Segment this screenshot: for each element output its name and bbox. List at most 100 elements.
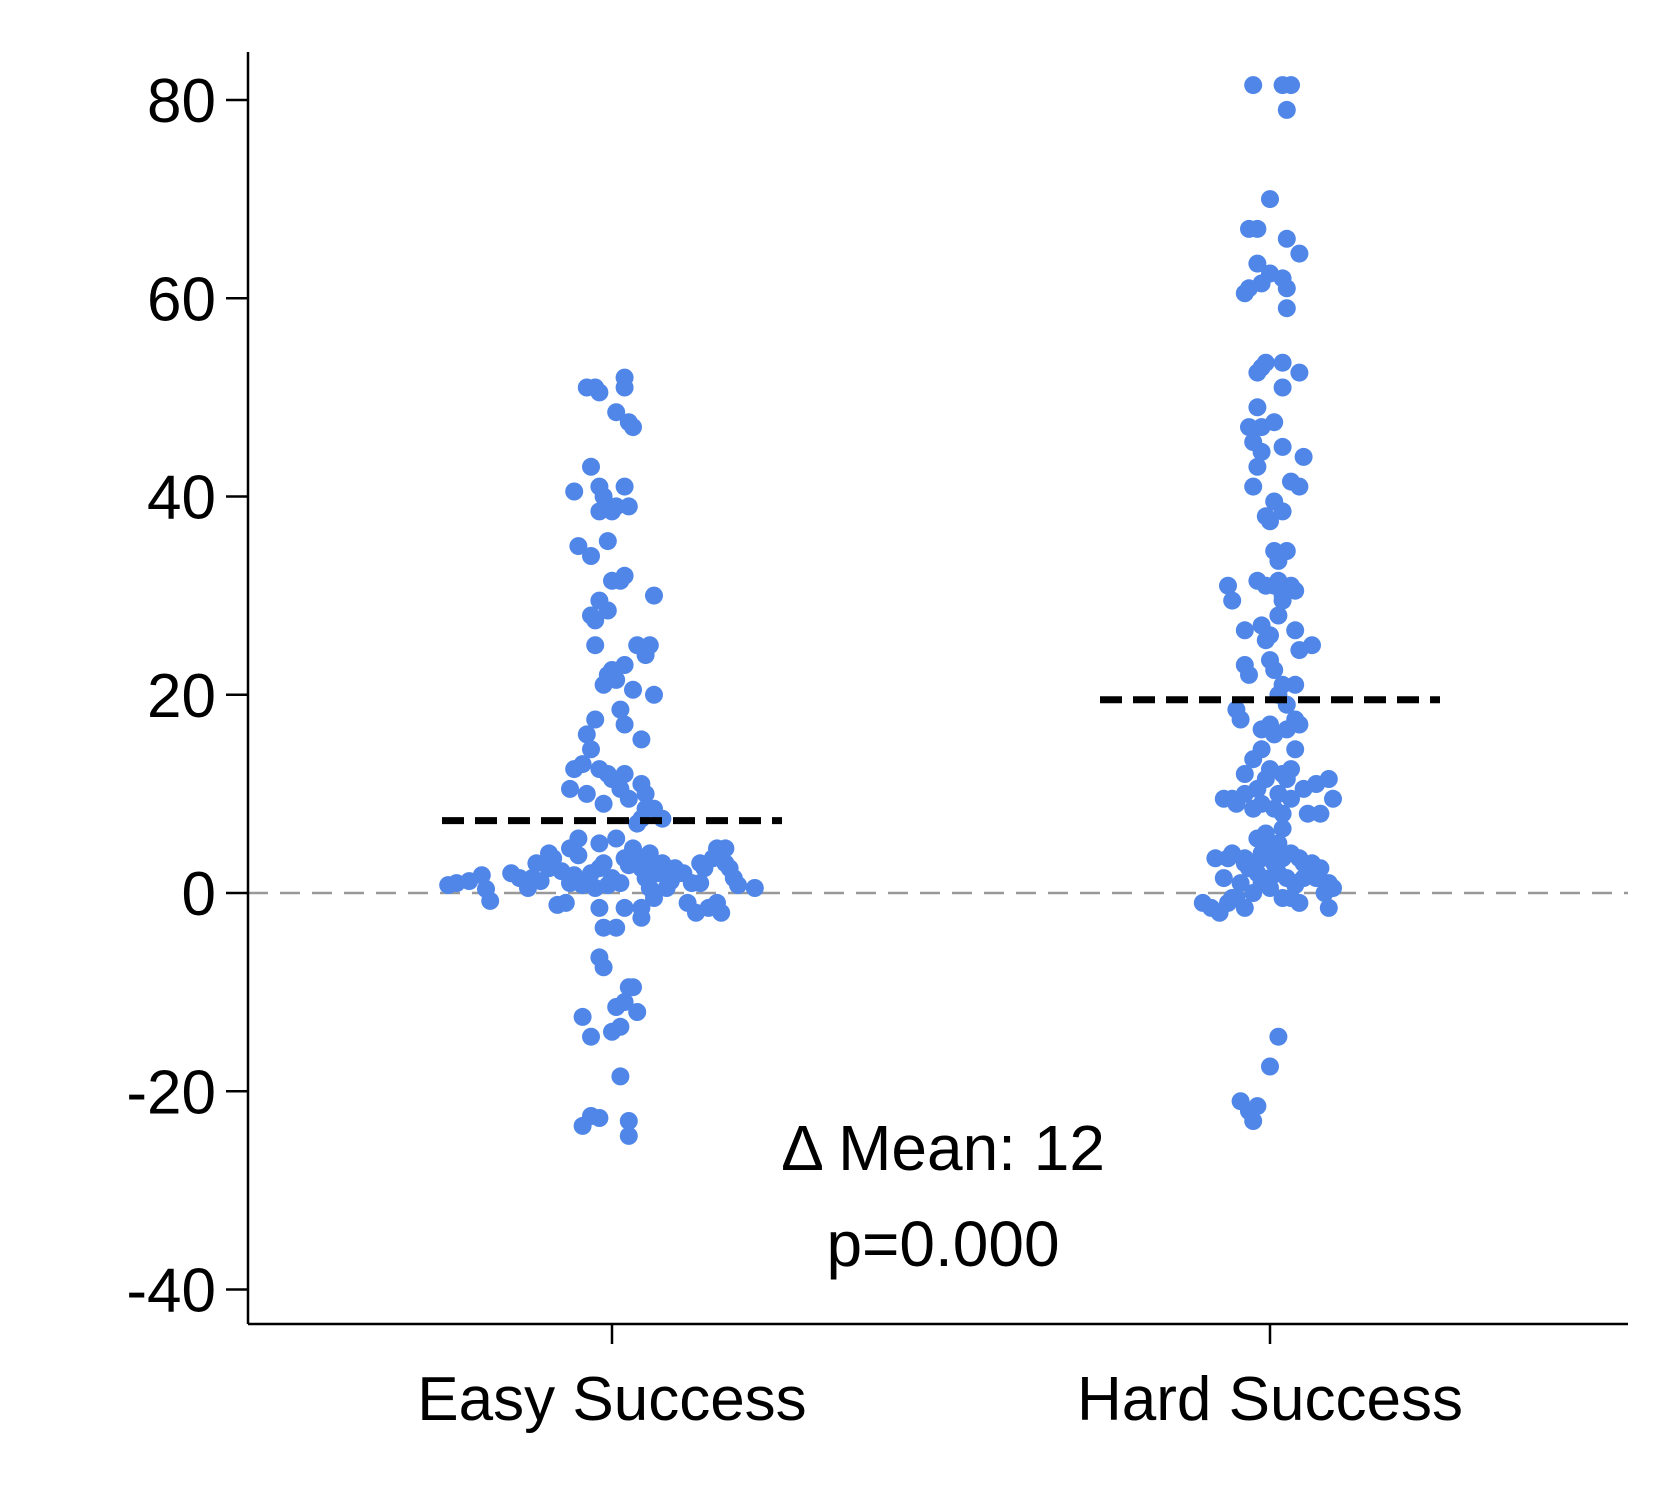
- data-point: [1290, 363, 1309, 382]
- data-point: [1261, 1057, 1279, 1076]
- data-point: [1311, 804, 1330, 823]
- data-point: [1290, 244, 1309, 263]
- y-tick-label: 0: [182, 860, 216, 929]
- data-point: [1256, 770, 1275, 788]
- data-point: [1273, 804, 1292, 823]
- data-point: [582, 864, 600, 883]
- data-point: [1252, 274, 1271, 293]
- data-point: [615, 566, 634, 585]
- y-ticks-layer: 80 60 40 20 0 -20 -40: [126, 67, 248, 1326]
- data-point: [632, 908, 651, 927]
- data-point: [1248, 363, 1267, 382]
- points-layer: [439, 76, 1342, 1145]
- data-point: [1273, 502, 1292, 521]
- data-point: [1303, 636, 1321, 655]
- data-point: [615, 898, 634, 917]
- data-point: [611, 700, 630, 719]
- data-point: [561, 779, 579, 798]
- data-point: [1261, 512, 1279, 531]
- data-point: [1290, 893, 1309, 912]
- data-point: [1248, 1097, 1267, 1116]
- data-point: [699, 898, 718, 917]
- data-point: [1244, 76, 1263, 95]
- data-point: [615, 477, 634, 496]
- data-point: [1235, 849, 1254, 868]
- delta-mean-annotation: Δ Mean: 12: [781, 1112, 1105, 1184]
- data-point: [598, 601, 617, 620]
- x-ticks-layer: Easy Success Hard Success: [417, 1324, 1463, 1434]
- p-value-annotation: p=0.000: [826, 1208, 1059, 1280]
- data-point: [1265, 661, 1284, 679]
- data-point: [556, 893, 575, 912]
- data-point: [472, 866, 491, 885]
- data-point: [1286, 621, 1305, 640]
- data-point: [577, 784, 596, 803]
- data-point: [1248, 398, 1267, 417]
- data-point: [1282, 76, 1300, 95]
- data-point: [632, 730, 651, 749]
- data-point: [624, 680, 642, 699]
- data-point: [615, 715, 634, 734]
- data-point: [1273, 437, 1292, 456]
- data-point: [615, 378, 634, 397]
- data-point: [1265, 413, 1284, 432]
- data-point: [590, 477, 609, 496]
- data-point: [565, 482, 584, 501]
- x-category-label: Hard Success: [1077, 1365, 1463, 1434]
- data-point: [590, 502, 609, 521]
- data-point: [598, 876, 617, 895]
- data-point: [1219, 576, 1237, 595]
- data-point: [569, 846, 588, 865]
- data-point: [1261, 190, 1279, 209]
- data-point: [1244, 1112, 1263, 1130]
- data-point: [1219, 849, 1237, 868]
- data-point: [619, 1112, 638, 1130]
- data-point: [1282, 789, 1300, 808]
- data-point: [607, 918, 626, 937]
- axes-layer: [246, 52, 1628, 1326]
- data-point: [628, 636, 647, 655]
- data-point: [1248, 457, 1267, 476]
- data-point: [636, 784, 655, 803]
- data-point: [1252, 844, 1271, 863]
- data-point: [594, 854, 613, 873]
- data-point: [640, 636, 659, 655]
- data-point: [1319, 898, 1338, 917]
- data-point: [607, 403, 626, 422]
- data-point: [1324, 789, 1342, 808]
- data-point: [1290, 715, 1309, 734]
- x-category-label: Easy Success: [417, 1365, 806, 1434]
- y-tick-label: 80: [147, 67, 216, 136]
- data-point: [586, 636, 605, 655]
- data-point: [577, 725, 596, 744]
- data-point: [670, 864, 689, 883]
- data-point: [619, 1126, 638, 1145]
- data-point: [1294, 869, 1313, 888]
- y-tick-label: -40: [126, 1257, 216, 1326]
- data-point: [582, 547, 600, 565]
- data-point: [573, 1007, 592, 1026]
- data-point: [607, 670, 626, 689]
- data-point: [598, 532, 617, 551]
- data-point: [582, 1027, 600, 1046]
- data-point: [582, 457, 600, 476]
- data-point: [590, 834, 609, 853]
- data-point: [590, 1109, 609, 1127]
- data-point: [1235, 898, 1254, 917]
- data-point: [1248, 254, 1267, 273]
- data-point: [1223, 889, 1242, 907]
- data-point: [1223, 591, 1242, 610]
- data-point: [691, 874, 710, 893]
- data-point: [540, 844, 558, 863]
- data-point: [1277, 229, 1296, 248]
- data-point: [729, 876, 747, 895]
- data-point: [1252, 442, 1271, 461]
- annotation-group: Δ Mean: 12 p=0.000: [781, 1112, 1105, 1280]
- data-point: [1273, 353, 1292, 372]
- data-point: [1235, 765, 1254, 783]
- data-point: [1269, 606, 1288, 625]
- data-point: [1235, 621, 1254, 640]
- data-point: [594, 918, 613, 937]
- data-point: [607, 497, 626, 516]
